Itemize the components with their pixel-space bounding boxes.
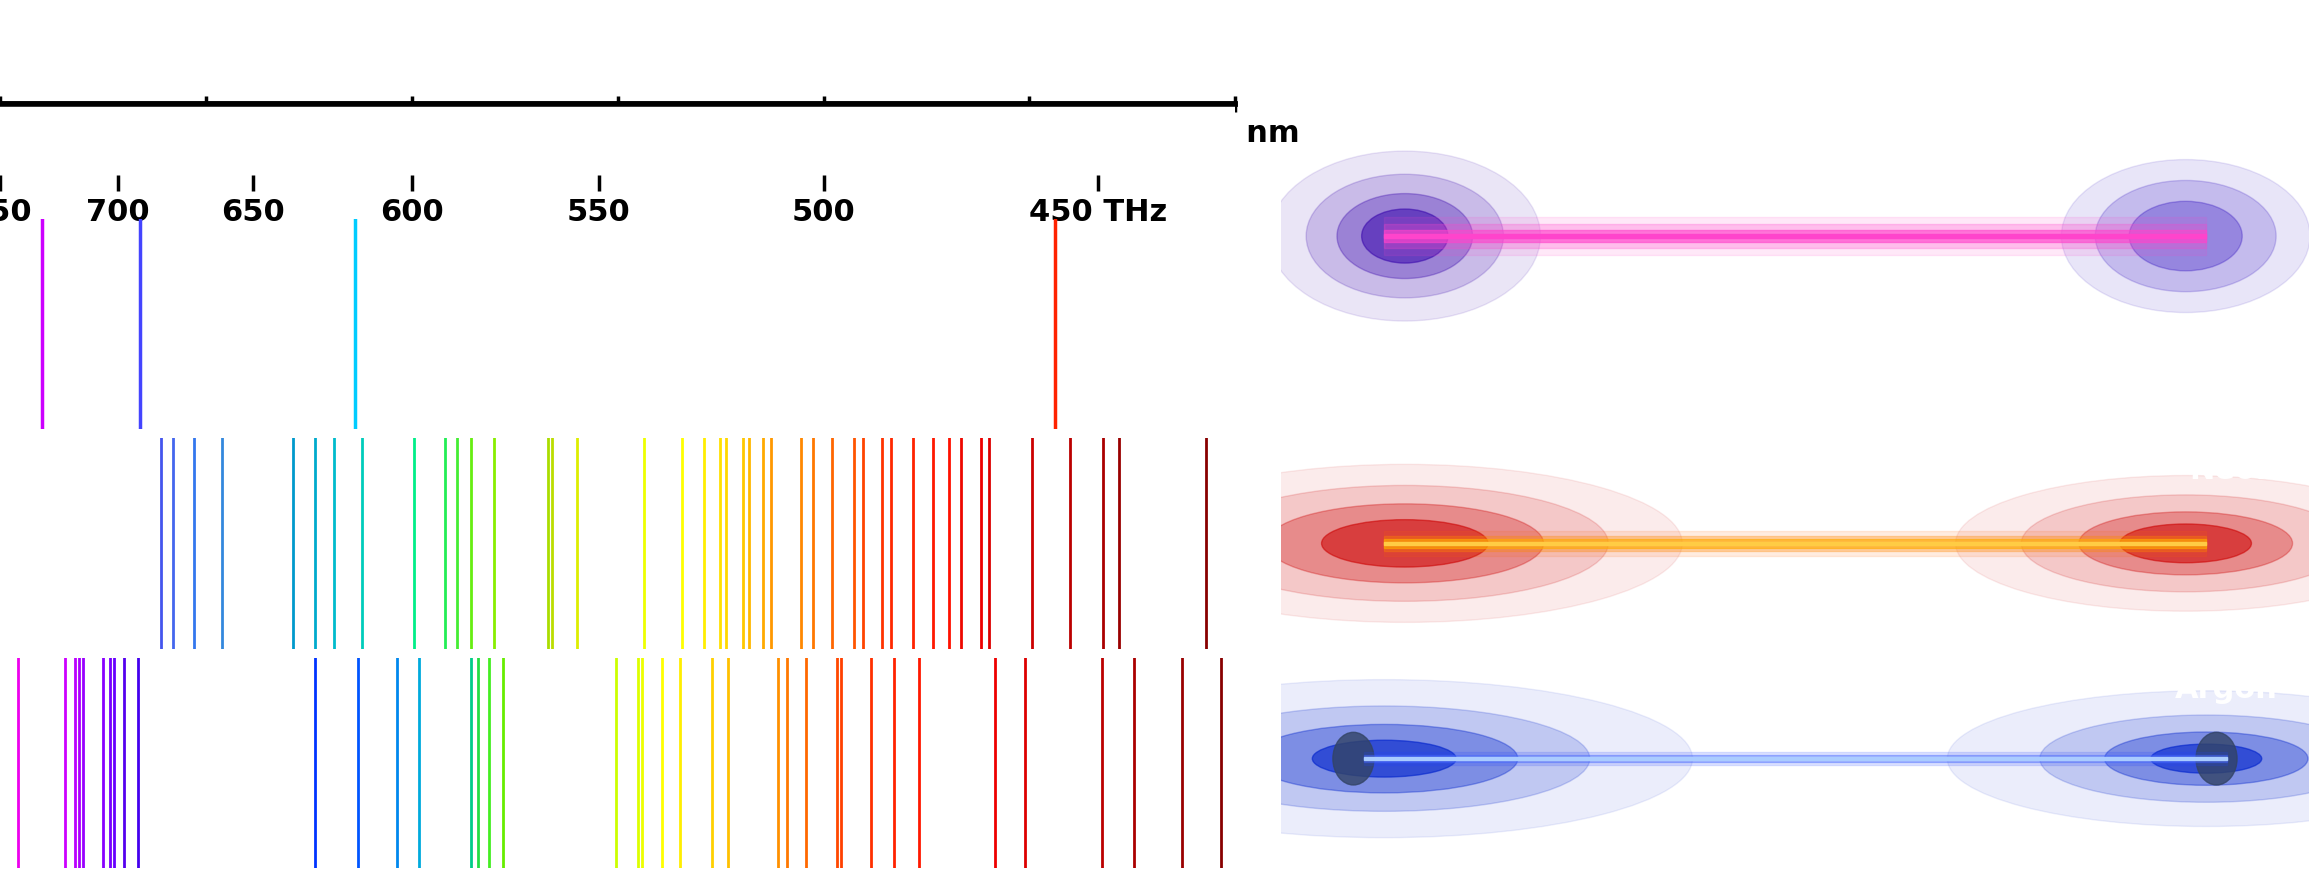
Ellipse shape: [1337, 195, 1473, 279]
Ellipse shape: [1321, 520, 1487, 567]
Ellipse shape: [2094, 182, 2277, 292]
Ellipse shape: [1127, 465, 1683, 623]
Ellipse shape: [1307, 175, 1503, 298]
Ellipse shape: [1076, 680, 1692, 838]
Ellipse shape: [1270, 152, 1540, 322]
Text: Neon: Neon: [2189, 455, 2279, 484]
Text: Argon: Argon: [2175, 674, 2279, 703]
Ellipse shape: [2196, 732, 2237, 785]
Bar: [1383, 217, 2205, 256]
Ellipse shape: [2120, 524, 2251, 563]
Ellipse shape: [2039, 716, 2309, 802]
Ellipse shape: [2129, 202, 2242, 272]
Ellipse shape: [2103, 732, 2309, 786]
Ellipse shape: [1178, 706, 1589, 811]
Ellipse shape: [1312, 740, 1457, 777]
Ellipse shape: [2020, 496, 2309, 592]
Bar: [1383, 539, 2205, 548]
Ellipse shape: [1251, 724, 1517, 793]
Bar: [1383, 537, 2205, 551]
Ellipse shape: [2078, 512, 2293, 575]
Bar: [1365, 758, 2226, 760]
Ellipse shape: [1362, 210, 1448, 264]
Bar: [1383, 231, 2205, 243]
Bar: [1383, 542, 2205, 545]
Ellipse shape: [1332, 732, 1374, 785]
Text: Hydrogen: Hydrogen: [2110, 75, 2279, 103]
Bar: [1383, 225, 2205, 248]
Ellipse shape: [2062, 160, 2309, 313]
Ellipse shape: [2150, 745, 2263, 774]
Bar: [1383, 234, 2205, 239]
Ellipse shape: [1956, 476, 2309, 611]
Ellipse shape: [1946, 691, 2309, 826]
Bar: [1383, 531, 2205, 556]
Ellipse shape: [1201, 486, 1609, 602]
Bar: [1365, 752, 2226, 765]
Ellipse shape: [1265, 504, 1542, 583]
Bar: [1365, 756, 2226, 762]
